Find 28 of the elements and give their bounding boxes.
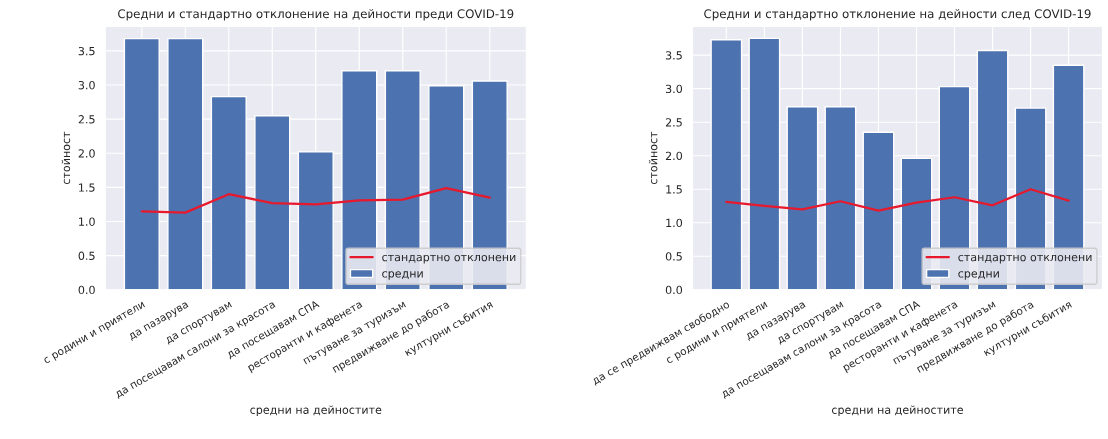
- y-tick-label: 1.0: [666, 218, 683, 228]
- y-tick-label: 2.0: [78, 149, 95, 158]
- legend-label: средни: [958, 271, 999, 280]
- y-axis-title: стойност: [61, 131, 71, 185]
- chart-title: Средни и стандартно отклонение на дейности преди COVID-19: [118, 9, 514, 21]
- y-tick-label: 0.5: [665, 252, 682, 261]
- legend-label: стандартно отклонени: [382, 254, 516, 264]
- y-tick-label: 2.5: [665, 118, 682, 127]
- y-axis-title: стойност: [648, 131, 658, 185]
- chart-title: Средни и стандартно отклонение на дейности след COVID-19: [704, 9, 1091, 21]
- y-tick-label: 3.5: [78, 46, 95, 56]
- legend-label: стандартно отклонени: [958, 254, 1092, 264]
- line-series: [140, 186, 491, 214]
- x-axis-title: средни на дейностите: [831, 405, 963, 417]
- y-tick-label: 0.0: [665, 285, 683, 295]
- legend-label: средни: [382, 271, 423, 280]
- y-tick-label: 0.5: [78, 251, 95, 260]
- y-tick-label: 0.0: [78, 285, 95, 295]
- y-tick-label: 1.0: [79, 217, 95, 226]
- y-tick-label: 1.5: [79, 183, 95, 192]
- y-tick-label: 3.0: [78, 81, 95, 90]
- line-series: [725, 188, 1070, 212]
- y-tick-label: 3.0: [665, 84, 683, 94]
- y-tick-label: 2.5: [78, 115, 95, 124]
- y-tick-label: 1.5: [666, 185, 682, 194]
- y-tick-label: 3.5: [665, 51, 682, 60]
- x-axis-title: средни на дейностите: [250, 405, 382, 417]
- y-tick-label: 2.0: [665, 151, 683, 161]
